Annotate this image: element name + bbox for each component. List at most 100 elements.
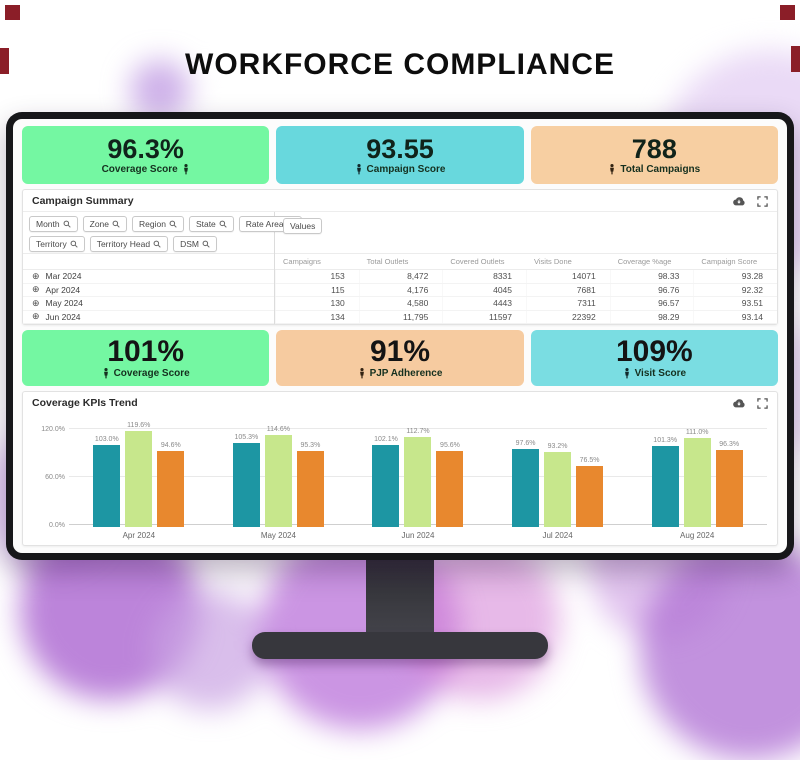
y-axis-tick: 120.0%: [41, 426, 65, 433]
table-row-label[interactable]: ⊕ Apr 2024: [23, 284, 274, 297]
table-row: 130 4,580 4443 7311 96.57 93.51: [275, 297, 777, 311]
column-header: Total Outlets: [366, 257, 409, 266]
person-icon: [183, 163, 188, 174]
bar-value-label: 96.3%: [719, 441, 740, 448]
bar-orange-may-2024[interactable]: [296, 450, 324, 527]
filter-chip-territory[interactable]: Territory: [29, 236, 85, 252]
person-icon: [356, 163, 361, 174]
bar-light-green-jul-2024[interactable]: [544, 452, 572, 527]
chart-group-apr-2024: 103.0% 119.6% 94.6% Apr 2024: [93, 414, 185, 543]
search-icon: [63, 220, 71, 228]
expand-row-icon[interactable]: ⊕: [32, 270, 40, 281]
person-icon: [359, 368, 364, 379]
table-header-row: Campaigns Total Outlets Covered Outlets …: [275, 253, 777, 270]
values-chip[interactable]: Values: [283, 218, 323, 234]
bar-teal-aug-2024[interactable]: [651, 446, 679, 527]
monitor-stand-base: [252, 632, 548, 659]
table-row-label[interactable]: ⊕ Jun 2024: [23, 311, 274, 324]
bar-value-label: 93.2%: [547, 443, 568, 451]
kpi-card-pjp-adherence: 91% PJP Adherence: [276, 330, 524, 386]
x-axis-label: Aug 2024: [680, 531, 715, 540]
bar-teal-jun-2024[interactable]: [372, 445, 400, 527]
bar-light-green-may-2024[interactable]: [264, 435, 292, 527]
kpi-card-coverage-score-pct: 101% Coverage Score: [22, 330, 270, 386]
search-icon: [169, 220, 177, 228]
bar-value-label: 111.0%: [685, 429, 709, 437]
column-header: Covered Outlets: [450, 257, 505, 266]
bar-orange-aug-2024[interactable]: [715, 450, 743, 527]
trend-plot: 103.0% 119.6% 94.6% Apr 2024 105.3% 114.6% 95.…: [69, 414, 767, 543]
monitor-frame: 96.3% Coverage Score 93.55 Campaign Scor…: [6, 112, 794, 560]
bar-light-green-jun-2024[interactable]: [404, 436, 432, 527]
bar-value-label: 94.6%: [160, 442, 181, 450]
person-icon: [624, 368, 629, 379]
bar-value-label: 95.6%: [440, 441, 460, 449]
person-icon: [610, 163, 615, 174]
cloud-download-icon[interactable]: [732, 398, 746, 409]
bar-value-label: 102.1%: [374, 436, 398, 444]
kpi-row-top: 96.3% Coverage Score 93.55 Campaign Scor…: [22, 126, 778, 184]
chart-group-jul-2024: 97.6% 93.2% 76.5% Jul 2024: [512, 414, 604, 543]
kpi-value: 93.55: [366, 133, 434, 164]
bar-orange-apr-2024[interactable]: [157, 451, 185, 527]
x-axis-label: Jul 2024: [542, 531, 573, 540]
filter-chip-zone[interactable]: Zone: [82, 216, 127, 232]
bar-teal-jul-2024[interactable]: [512, 448, 540, 527]
table-row: 134 11,795 11597 22392 98.29 93.14: [275, 310, 777, 324]
bar-light-green-apr-2024[interactable]: [125, 431, 153, 527]
dashboard-screen: 96.3% Coverage Score 93.55 Campaign Scor…: [13, 119, 787, 553]
column-header: Coverage %age: [617, 257, 672, 266]
search-icon: [70, 240, 78, 248]
filter-chip-dsm[interactable]: DSM: [173, 236, 217, 252]
expand-icon[interactable]: [757, 195, 768, 207]
chart-group-aug-2024: 101.3% 111.0% 96.3% Aug 2024: [651, 414, 743, 543]
search-icon: [202, 240, 210, 248]
monitor-stand-neck: [366, 556, 434, 642]
kpi-value: 788: [631, 133, 677, 164]
filter-chip-region[interactable]: Region: [132, 216, 184, 232]
expand-row-icon[interactable]: ⊕: [32, 297, 40, 308]
column-header: Campaigns: [283, 257, 321, 266]
expand-icon[interactable]: [757, 397, 768, 409]
page-title: WORKFORCE COMPLIANCE: [185, 48, 615, 81]
kpi-row-middle: 101% Coverage Score 91% PJP Adherence 10…: [22, 330, 778, 386]
kpi-card-campaign-score: 93.55 Campaign Score: [276, 126, 524, 184]
bar-light-green-aug-2024[interactable]: [683, 438, 711, 527]
bar-value-label: 119.6%: [127, 422, 151, 430]
table-row-label[interactable]: ⊕ May 2024: [23, 297, 274, 311]
trend-chart: 0.0% 60.0% 120.0% 103.0% 119.6% 94.6% Apr 2…: [41, 414, 767, 543]
kpi-label: PJP Adherence: [369, 368, 443, 379]
campaign-summary-panel: Campaign Summary Month Zone Region State…: [22, 189, 778, 325]
table-row: 115 4,176 4045 7681 96.76 92.32: [275, 283, 777, 297]
search-icon: [112, 220, 120, 228]
campaign-summary-title: Campaign Summary: [32, 195, 134, 207]
filter-chip-month[interactable]: Month: [29, 216, 78, 232]
chart-group-may-2024: 105.3% 114.6% 95.3% May 2024: [232, 414, 324, 543]
filter-chip-territory-head[interactable]: Territory Head: [89, 236, 169, 252]
table-row-label[interactable]: ⊕ Mar 2024: [23, 270, 274, 284]
filter-chip-state[interactable]: State: [188, 216, 234, 232]
x-axis-label: Apr 2024: [122, 531, 156, 540]
bar-orange-jun-2024[interactable]: [436, 450, 464, 527]
table-row: 153 8,472 8331 14071 98.33 93.28: [275, 270, 777, 284]
bar-value-label: 76.5%: [579, 456, 600, 464]
expand-row-icon[interactable]: ⊕: [32, 311, 40, 322]
bar-teal-may-2024[interactable]: [232, 442, 260, 527]
bar-value-label: 101.3%: [653, 437, 678, 444]
background-artifact: [791, 46, 800, 72]
bar-orange-jul-2024[interactable]: [576, 465, 604, 527]
cloud-download-icon[interactable]: [732, 196, 746, 207]
bar-value-label: 114.6%: [266, 426, 290, 434]
x-axis-label: Jun 2024: [401, 531, 435, 540]
background-artifact: [780, 5, 795, 20]
x-axis-label: May 2024: [260, 531, 296, 540]
kpi-card-visit-score: 109% Visit Score: [530, 330, 778, 386]
bar-value-label: 112.7%: [406, 427, 430, 435]
bar-value-label: 103.0%: [94, 435, 119, 443]
kpi-label: Coverage Score: [101, 163, 178, 175]
bar-teal-apr-2024[interactable]: [93, 444, 121, 527]
expand-row-icon[interactable]: ⊕: [32, 284, 40, 295]
coverage-kpis-trend-panel: Coverage KPIs Trend 0.0% 60.0% 120.0% 10…: [22, 391, 778, 546]
bar-value-label: 97.6%: [515, 439, 536, 447]
column-header: Visits Done: [534, 257, 572, 266]
